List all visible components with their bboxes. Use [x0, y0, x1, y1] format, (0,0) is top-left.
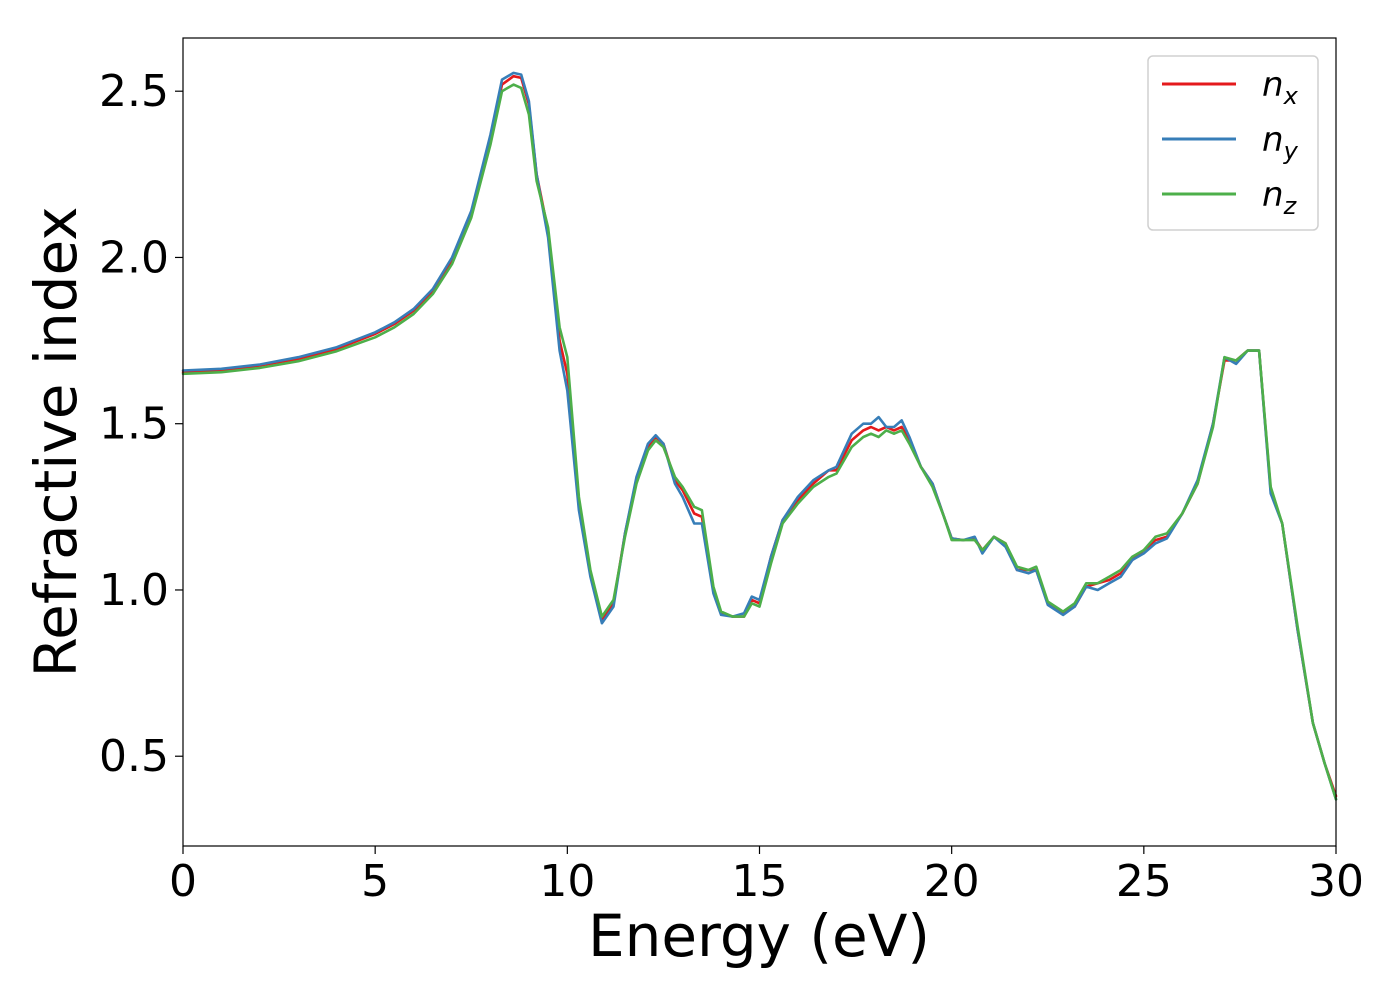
x-axis: 0 5 10 15 20 25 30	[169, 846, 1364, 907]
legend-label-base: n	[1262, 175, 1284, 215]
y-tick-label: 2.0	[99, 232, 169, 283]
x-tick-label: 5	[361, 856, 389, 907]
y-tick-label: 1.5	[99, 399, 169, 450]
x-axis-label: Energy (eV)	[588, 902, 930, 970]
legend-label-subscript: x	[1283, 82, 1299, 110]
x-tick-label: 0	[169, 856, 197, 907]
series-line-nz	[181, 83, 1338, 801]
legend-box	[1147, 55, 1319, 231]
series-layer	[181, 71, 1338, 801]
legend-label-subscript: y	[1283, 137, 1299, 165]
legend-label-base: n	[1262, 65, 1284, 105]
x-tick-label: 20	[924, 856, 980, 907]
series-line-ny	[181, 71, 1338, 801]
legend-label-subscript: z	[1283, 192, 1298, 220]
legend-label-nz: nz	[1262, 175, 1298, 220]
legend-label-nx: nx	[1262, 65, 1299, 110]
y-tick-label: 2.5	[99, 66, 169, 117]
x-tick-label: 25	[1116, 856, 1172, 907]
x-tick-label: 10	[539, 856, 595, 907]
x-tick-label: 15	[732, 856, 788, 907]
y-tick-label: 1.0	[99, 565, 169, 616]
legend-label-base: n	[1262, 120, 1284, 160]
y-tick-label: 0.5	[99, 731, 169, 782]
y-axis-label: Refractive index	[22, 206, 90, 677]
legend-label-ny: ny	[1262, 120, 1299, 165]
y-axis: 0.5 1.0 1.5 2.0 2.5	[99, 66, 183, 782]
x-tick-label: 30	[1308, 856, 1364, 907]
